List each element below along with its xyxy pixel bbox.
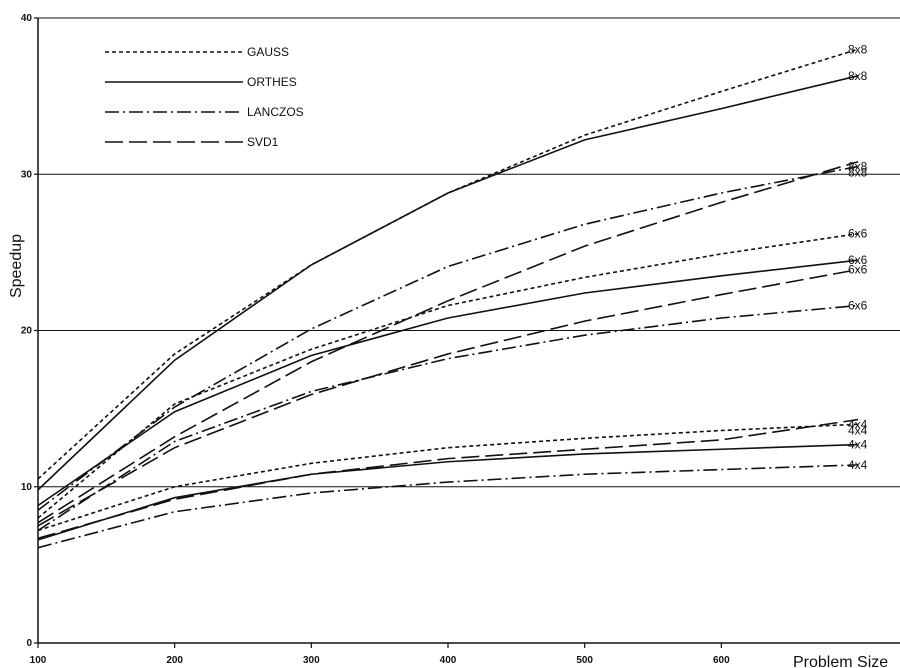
series-end-label: 8x8 bbox=[848, 42, 868, 56]
series-end-label: 8x8 bbox=[848, 159, 868, 173]
series-end-label: 4x4 bbox=[848, 423, 868, 437]
x-tick-label: 300 bbox=[303, 655, 320, 666]
legend-label: SVD1 bbox=[247, 135, 279, 149]
series-line-lanczos-6x6 bbox=[37, 304, 859, 532]
series-end-label: 4x4 bbox=[848, 417, 868, 431]
x-axis-title: Problem Size bbox=[793, 654, 888, 668]
series-end-label: 6x6 bbox=[848, 263, 868, 277]
x-tick-label: 100 bbox=[30, 655, 47, 666]
series-line-orthes-4x4 bbox=[37, 443, 859, 541]
x-tick-label: 200 bbox=[166, 655, 183, 666]
x-tick-label: 400 bbox=[440, 655, 457, 666]
legend-label: ORTHES bbox=[247, 75, 297, 89]
series-end-label: 4x4 bbox=[848, 458, 868, 472]
series-line-svd1-8x8 bbox=[37, 160, 859, 524]
tick-labels: 0 10 20 30 40 100 200 300 400 500 600 bbox=[21, 13, 730, 666]
x-tick-label: 600 bbox=[713, 655, 730, 666]
legend: GAUSS ORTHES LANCZOS SVD1 bbox=[105, 45, 304, 149]
series-line-svd1-6x6 bbox=[37, 268, 859, 527]
series-end-label: 8x8 bbox=[848, 69, 868, 83]
series-end-label: 6x6 bbox=[848, 227, 868, 241]
series-lines bbox=[37, 48, 859, 549]
series-end-label: 6x6 bbox=[848, 299, 868, 313]
gridlines bbox=[38, 17, 900, 488]
series-line-gauss-8x8 bbox=[37, 48, 859, 480]
y-tick-label: 30 bbox=[21, 169, 33, 180]
series-line-lanczos-4x4 bbox=[37, 464, 859, 549]
series-line-gauss-4x4 bbox=[37, 423, 859, 532]
series-line-orthes-8x8 bbox=[37, 75, 859, 491]
legend-label: GAUSS bbox=[247, 45, 289, 59]
series-end-label: 8x8 bbox=[848, 165, 868, 179]
y-axis-title: Speedup bbox=[8, 234, 25, 298]
legend-label: LANCZOS bbox=[247, 105, 304, 119]
series-end-label: 4x4 bbox=[848, 438, 868, 452]
y-tick-label: 20 bbox=[21, 326, 33, 337]
y-tick-label: 0 bbox=[26, 638, 32, 649]
series-end-label: 6x6 bbox=[848, 253, 868, 267]
series-line-lanczos-8x8 bbox=[37, 165, 859, 511]
x-tick-label: 500 bbox=[576, 655, 593, 666]
y-tick-label: 10 bbox=[21, 482, 33, 493]
series-line-gauss-6x6 bbox=[37, 232, 859, 519]
series-line-orthes-6x6 bbox=[37, 259, 859, 507]
y-tick-label: 40 bbox=[21, 13, 33, 24]
series-line-svd1-4x4 bbox=[37, 418, 859, 540]
